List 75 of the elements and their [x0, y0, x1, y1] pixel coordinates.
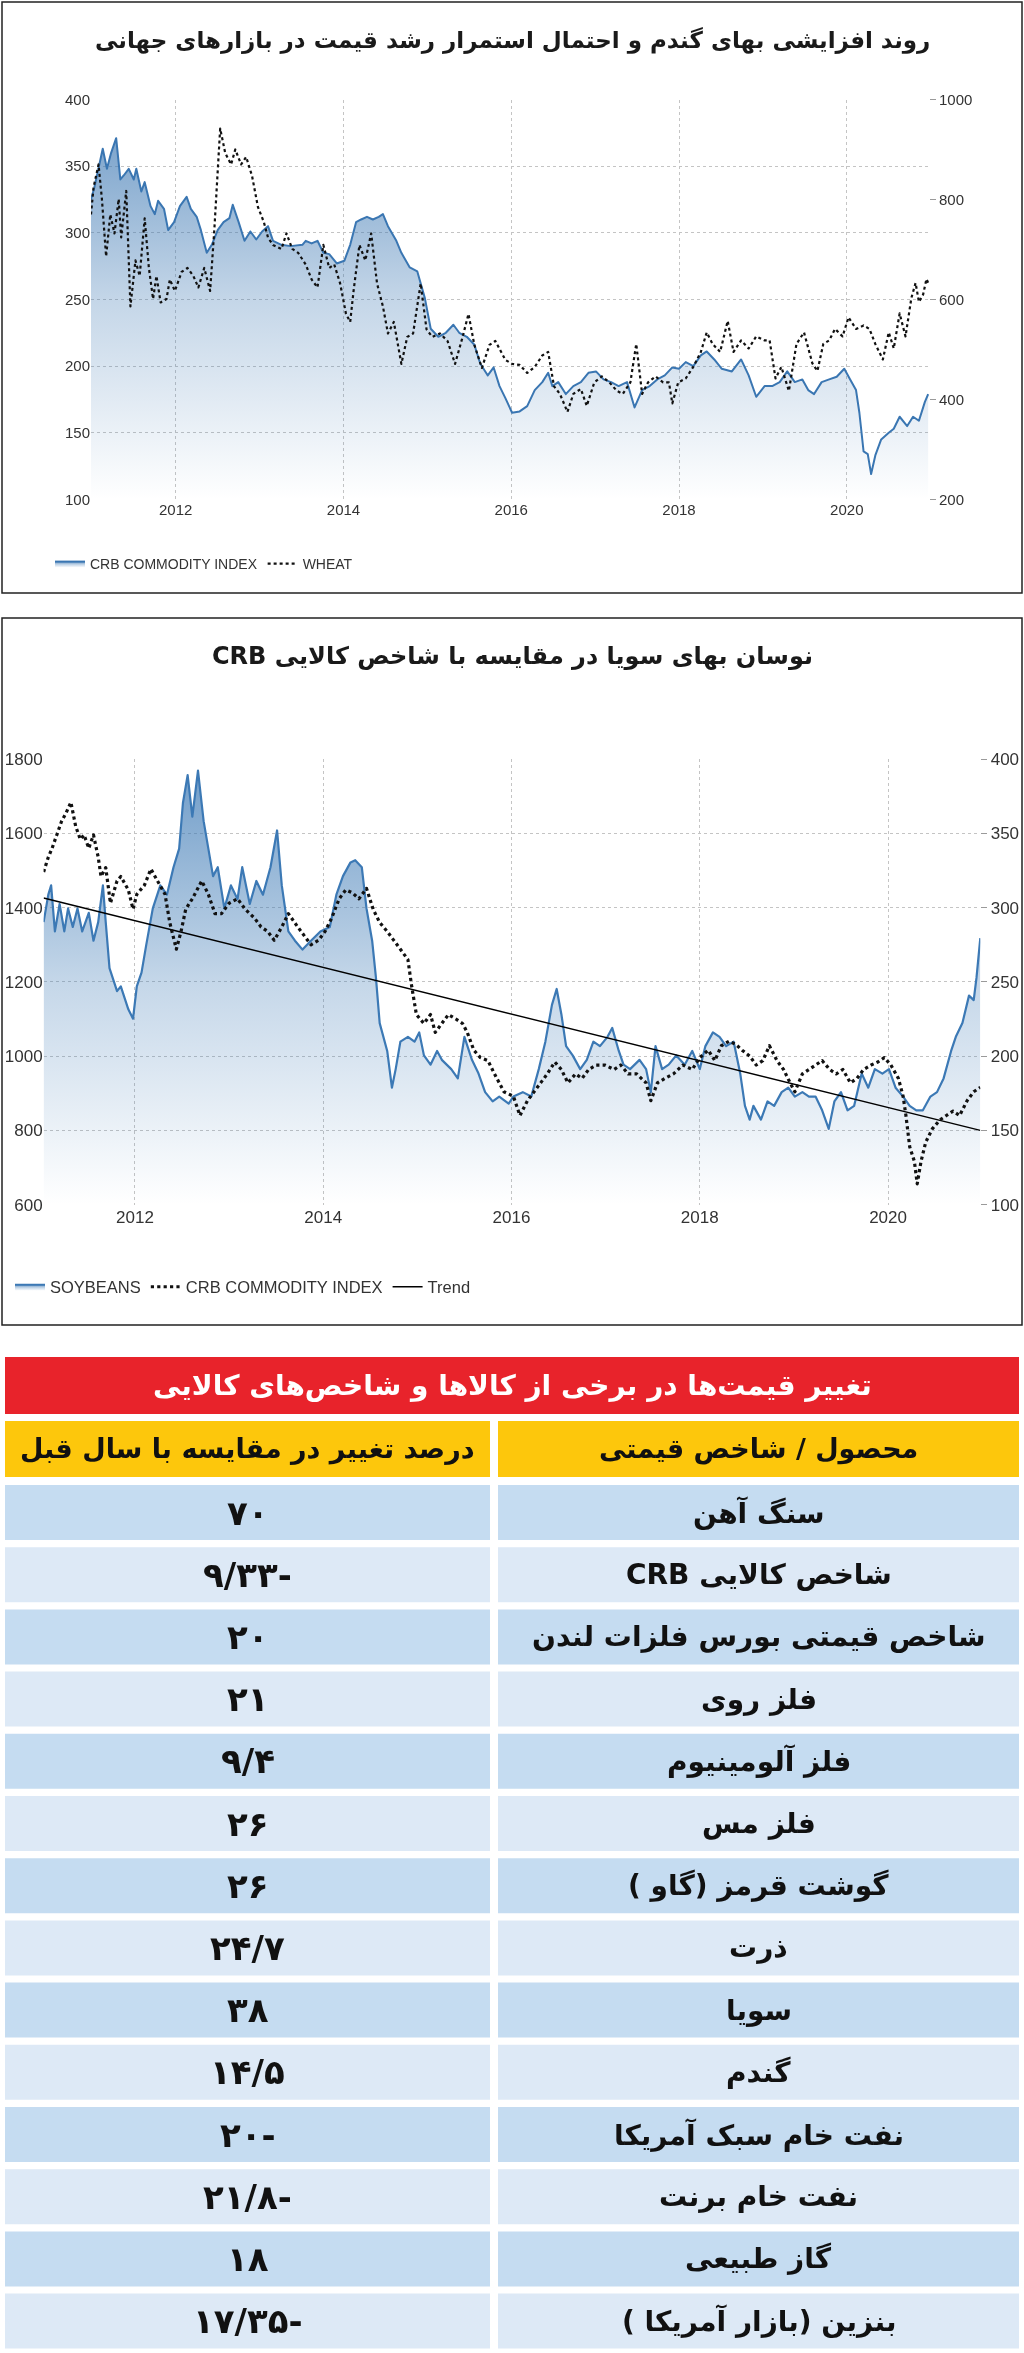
y2-tick-label: 400: [939, 390, 965, 408]
category-label: شاخص کالایی CRB: [626, 1558, 892, 1591]
y-tick-label: 800: [14, 1121, 43, 1141]
category-label: نفت خام سبک آمریکا: [614, 2118, 905, 2152]
text: -۲۱/۸: [203, 2177, 292, 2217]
x-tick-label: 2014: [326, 501, 361, 519]
x-tick-label: 2018: [680, 1207, 719, 1227]
legend-label: SOYBEANS: [50, 1278, 141, 1297]
y2-tick-label: 1000: [939, 90, 973, 108]
y2-tick-label: 150: [990, 1121, 1020, 1141]
y2-tick-label: 300: [990, 898, 1020, 918]
x-tick-label: 2020: [830, 501, 864, 519]
category-label: فلز روی: [701, 1683, 818, 1716]
y-tick-label: 1600: [4, 824, 43, 844]
category-label: فلز آلومینیوم: [667, 1744, 852, 1778]
y-tick-label: 1800: [4, 750, 43, 770]
category-label: گوشت قرمز (گاو ): [628, 1869, 890, 1902]
text: -۲۰: [220, 2115, 276, 2155]
category-label: ذرت: [729, 1931, 788, 1964]
chart-title: نوسان بهای سویا در مقایسه با شاخص کالایی CRB: [212, 642, 813, 670]
text: -۱۷/۳۵: [193, 2301, 303, 2341]
category-label: فلز مس: [702, 1807, 816, 1840]
y2-tick-label: 800: [939, 190, 965, 208]
category-label: سویا: [726, 1994, 793, 2027]
text: ۲۶: [227, 1866, 269, 1906]
y2-tick-label: 350: [990, 824, 1020, 844]
text: ۷۰: [227, 1493, 269, 1533]
x-tick-label: 2016: [494, 501, 528, 519]
text: ۱۸: [227, 2239, 269, 2279]
y2-tick-label: 250: [990, 972, 1020, 992]
category-label: بنزین (بازار آمریکا ): [622, 2304, 897, 2338]
legend-label: WHEAT: [302, 556, 353, 573]
text: ۹/۴: [221, 1741, 275, 1781]
text: -۹/۳۳: [203, 1555, 292, 1595]
y2-tick-label: 400: [990, 750, 1020, 770]
legend-label: Trend: [427, 1278, 471, 1297]
y-tick-label: 1200: [4, 972, 43, 992]
y-tick-label: 1000: [4, 1047, 43, 1067]
x-tick-label: 2018: [662, 501, 696, 519]
text: درصد تغییر در مقایسه با سال قبل: [20, 1433, 475, 1465]
y-tick-label: 100: [64, 490, 90, 508]
text: ۲۴/۷: [210, 1928, 285, 1968]
y2-tick-label: 100: [990, 1195, 1020, 1215]
y2-tick-label: 200: [939, 490, 965, 508]
text: ۳۸: [227, 1990, 269, 2030]
chart-title: روند افزایشی بهای گندم و احتمال استمرار رشد قیمت در بازارهای جهانی: [95, 27, 931, 54]
y-tick-label: 150: [64, 424, 90, 441]
text: ۲۱: [227, 1679, 269, 1719]
category-label: نفت خام برنت: [659, 2180, 859, 2213]
category-label: شاخص قیمتی بورس فلزات لندن: [532, 1620, 986, 1653]
legend-label: CRB COMMODITY INDEX: [185, 1278, 383, 1297]
y-tick-label: 200: [64, 357, 90, 375]
line-series: [91, 127, 929, 414]
y-tick-label: 300: [64, 224, 90, 242]
y2-tick-label: 200: [990, 1047, 1020, 1067]
category-label: گاز طبیعی: [685, 2242, 832, 2275]
x-tick-label: 2012: [116, 1207, 154, 1227]
y-tick-label: 350: [64, 157, 90, 175]
category-label: سنگ آهن: [693, 1496, 825, 1530]
x-tick-label: 2014: [304, 1207, 343, 1227]
y-tick-label: 400: [64, 90, 90, 108]
text: ۲۶: [227, 1804, 269, 1844]
text: ۱۴/۵: [210, 2052, 285, 2092]
y-tick-label: 1400: [4, 898, 43, 918]
text: محصول / شاخص قیمتی: [599, 1433, 919, 1465]
category-label: گندم: [726, 2056, 792, 2089]
text: ۲۰: [227, 1617, 269, 1657]
x-tick-label: 2016: [492, 1207, 531, 1227]
x-tick-label: 2020: [869, 1207, 907, 1227]
x-tick-label: 2012: [159, 501, 193, 519]
y-tick-label: 250: [64, 290, 90, 308]
y-tick-label: 600: [14, 1195, 43, 1215]
legend-label: CRB COMMODITY INDEX: [90, 556, 258, 573]
y2-tick-label: 600: [939, 290, 965, 308]
text: تغییر قیمت‌ها در برخی از کالاها و شاخص‌های کالایی: [153, 1369, 872, 1402]
